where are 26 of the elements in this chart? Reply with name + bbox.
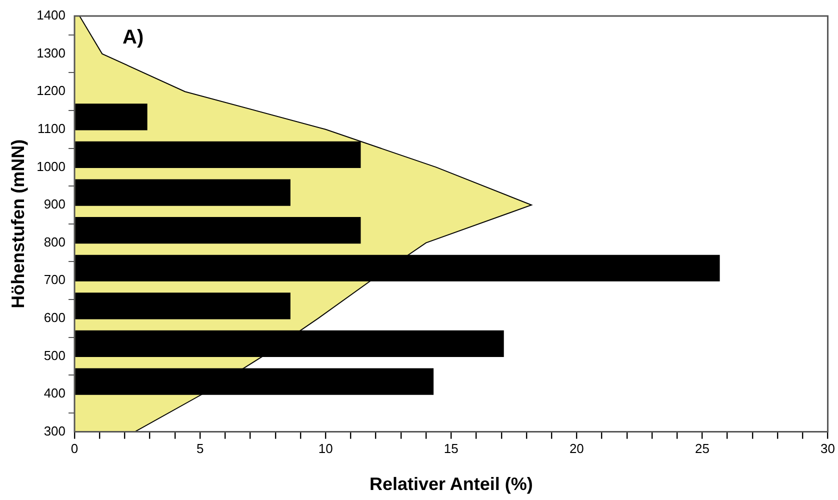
bar	[75, 292, 290, 320]
annotation: A)	[122, 26, 144, 49]
x-axis-title: Relativer Anteil (%)	[369, 474, 533, 494]
y-tick-label: 1200	[36, 83, 66, 98]
y-tick-label: 700	[44, 272, 66, 288]
y-tick-label: 300	[44, 423, 66, 438]
y-tick-label: 800	[44, 234, 66, 250]
x-tick-label: 0	[70, 441, 78, 456]
y-tick-label: 1100	[38, 120, 66, 136]
y-tick-label: 1000	[36, 158, 66, 174]
x-tick-label: 20	[569, 441, 584, 456]
y-tick-label: 600	[44, 310, 66, 325]
y-tick-label: 1400	[36, 8, 66, 23]
y-tick-label: 1300	[36, 45, 66, 60]
x-tick-label: 30	[820, 441, 836, 456]
y-tick-label: 900	[44, 196, 66, 212]
x-tick-label: 10	[318, 441, 333, 456]
x-tick-label: 25	[694, 441, 710, 456]
x-tick-label: 5	[196, 441, 204, 456]
bar	[75, 179, 290, 206]
y-axis-title: Höhenstufen (mNN)	[8, 139, 28, 308]
x-tick-label: 15	[444, 441, 458, 456]
bar	[75, 104, 148, 130]
bar	[75, 217, 361, 244]
y-tick-label: 400	[44, 386, 66, 401]
y-tick-label: 500	[44, 348, 66, 363]
